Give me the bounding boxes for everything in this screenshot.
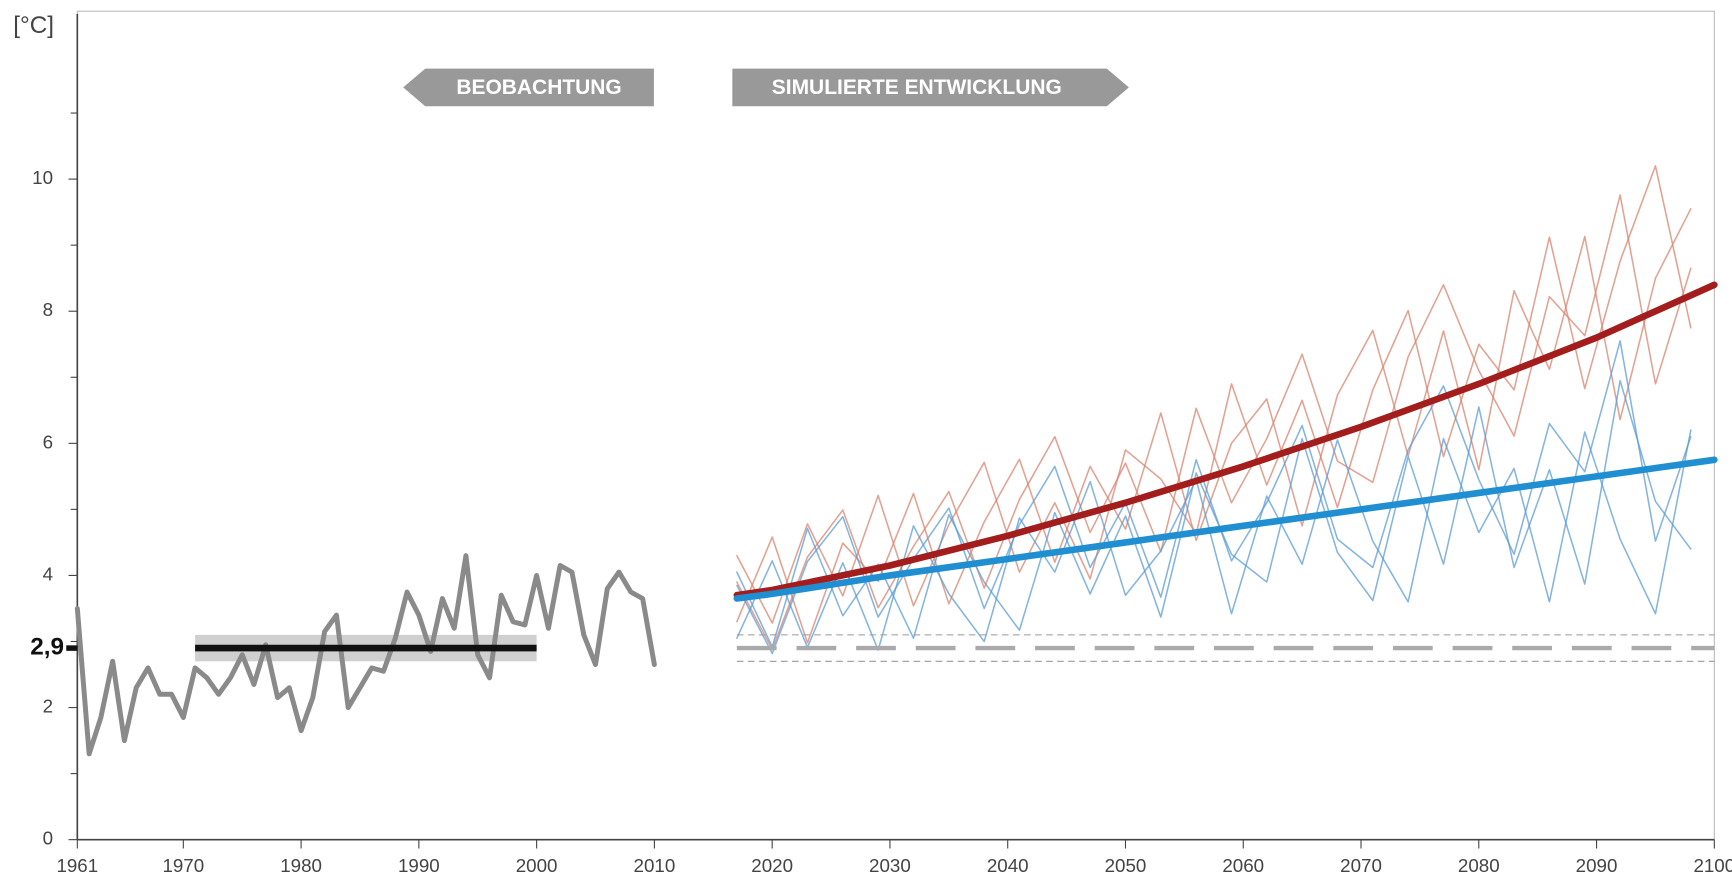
banner-simulated: SIMULIERTE ENTWICKLUNG — [772, 76, 1062, 99]
x-tick-label: 2100 — [1693, 855, 1732, 876]
x-tick-label: 2090 — [1576, 855, 1618, 876]
banner-shape — [732, 68, 1129, 107]
x-tick-label: 2060 — [1222, 855, 1264, 876]
observed-line — [74, 553, 657, 757]
ensemble-line — [736, 165, 1692, 624]
x-tick-label: 2020 — [751, 855, 793, 876]
x-tick-label: 1961 — [56, 855, 98, 876]
ensemble-line — [736, 194, 1692, 651]
y-tick-label: 2 — [43, 695, 53, 716]
x-tick-label: 2030 — [869, 855, 911, 876]
trend-line — [733, 281, 1718, 599]
y-tick-label: 0 — [43, 828, 53, 849]
y-tick-label: 10 — [32, 167, 53, 188]
y-tick-label: 8 — [43, 299, 53, 320]
ensemble-line — [736, 429, 1692, 651]
x-tick-label: 1970 — [162, 855, 204, 876]
trend-line — [733, 456, 1718, 602]
x-tick-label: 2000 — [516, 855, 558, 876]
x-tick-label: 1990 — [398, 855, 440, 876]
banner-shape — [403, 68, 654, 107]
ensemble-line — [736, 208, 1692, 644]
x-tick-label: 1980 — [280, 855, 322, 876]
x-tick-label: 2010 — [634, 855, 676, 876]
y-tick-label: 4 — [43, 563, 53, 584]
x-tick-label: 2070 — [1340, 855, 1382, 876]
x-tick-label: 2080 — [1458, 855, 1500, 876]
y-unit: [°C] — [13, 12, 54, 39]
x-tick-label: 2050 — [1105, 855, 1147, 876]
plot-frame — [76, 10, 1715, 841]
y-tick-label: 6 — [43, 431, 53, 452]
reference-label: 2,9 — [30, 634, 64, 661]
banner-observed: BEOBACHTUNG — [456, 76, 621, 99]
ensemble-line — [736, 379, 1692, 648]
ensemble-line — [736, 340, 1692, 655]
x-tick-label: 2040 — [987, 855, 1029, 876]
